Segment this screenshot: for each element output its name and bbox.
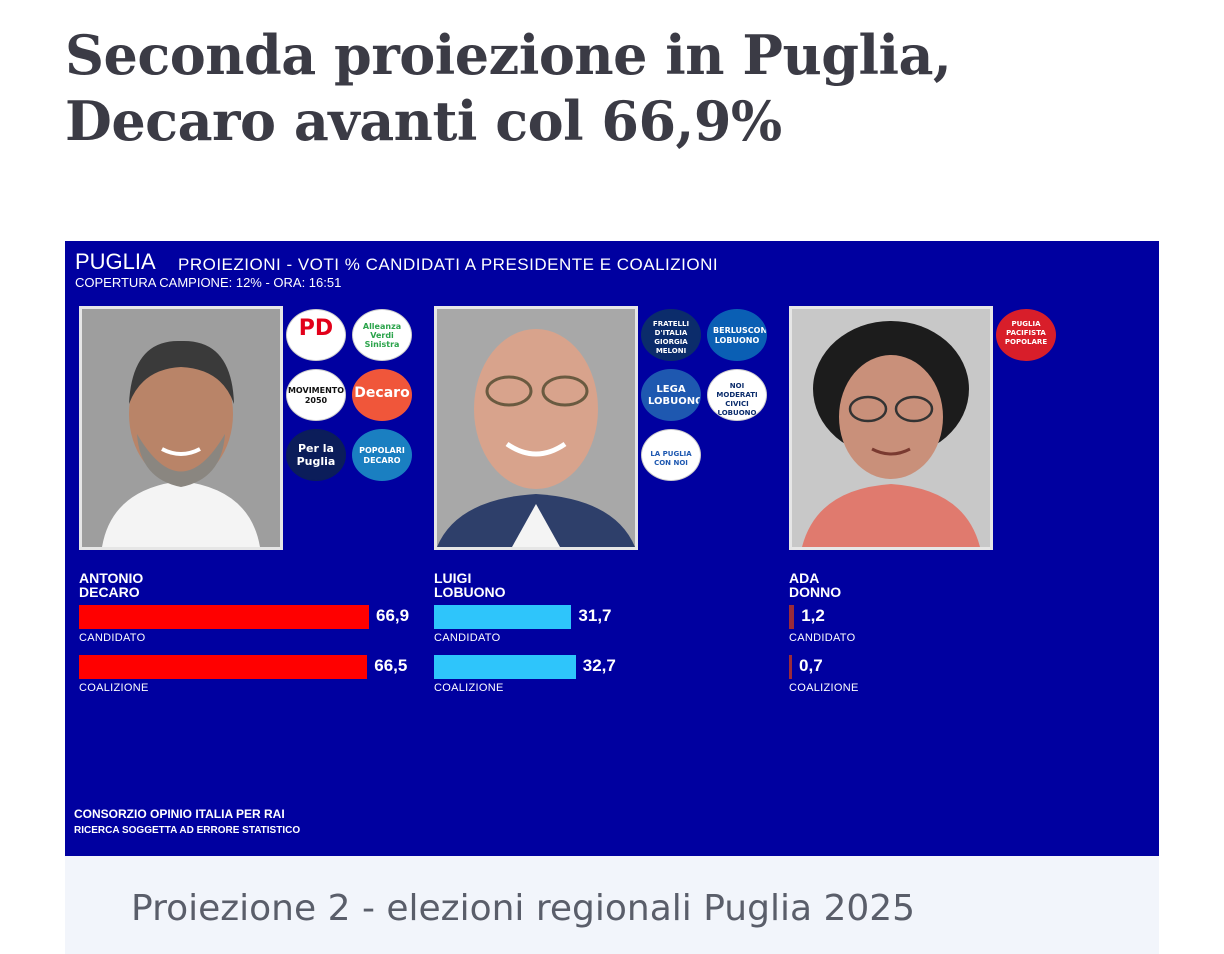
figure-caption: Proiezione 2 - elezioni regionali Puglia… [131, 888, 916, 929]
udc-logo: LA PUGLIA CON NOI [641, 429, 701, 481]
donno-candidato-label: CANDIDATO [789, 632, 856, 644]
per-la-puglia-logo: Per la Puglia [286, 429, 346, 481]
figure-caption-box: Proiezione 2 - elezioni regionali Puglia… [65, 856, 1159, 954]
donno-first-name: ADA [789, 570, 820, 586]
lobuono-candidato-value: 31,7 [578, 606, 612, 625]
lobuono-candidato-bar [434, 605, 572, 629]
m5s-logo: MOVIMENTO 2050 [286, 369, 346, 421]
decaro-candidato-bar [79, 605, 369, 629]
donno-last-name: DONNO [789, 584, 842, 600]
fi-logo: BERLUSCONI LOBUONO [707, 309, 767, 361]
lobuono-photo [434, 306, 638, 550]
decaro-first-name: ANTONIO [79, 570, 144, 586]
lobuono-coalizione-value: 32,7 [582, 656, 616, 675]
pd-logo: PD [286, 309, 346, 361]
donno-candidato-bar [789, 605, 795, 629]
donno-photo [789, 306, 993, 550]
popolari-logo: POPOLARI DECARO [352, 429, 412, 481]
decaro-name: ANTONIO DECARO [79, 571, 143, 599]
donno-candidato-value: 1,2 [801, 606, 825, 625]
article-headline: Seconda proiezione in Puglia, Decaro ava… [65, 23, 952, 153]
lobuono-candidato-label: CANDIDATO [434, 632, 501, 644]
decaro-list-logo: Decaro [352, 369, 412, 421]
donno-coalizione-label: COALIZIONE [789, 682, 859, 694]
coverage-info: COPERTURA CAMPIONE: 12% - ORA: 16:51 [75, 275, 342, 290]
source-line: CONSORZIO OPINIO ITALIA PER RAI [74, 807, 285, 821]
disclaimer-line: RICERCA SOGGETTA AD ERRORE STATISTICO [74, 825, 301, 836]
fdi-logo: FRATELLI D'ITALIA GIORGIA MELONI [641, 309, 701, 361]
decaro-candidato-label: CANDIDATO [79, 632, 146, 644]
decaro-coalizione-value: 66,5 [374, 656, 408, 675]
decaro-photo [79, 306, 283, 550]
pacifista-logo: PUGLIA PACIFISTA POPOLARE [996, 309, 1056, 361]
donno-coalizione-bar [789, 655, 793, 679]
lega-logo: LEGA LOBUONO [641, 369, 701, 421]
decaro-last-name: DECARO [79, 584, 140, 600]
lobuono-coalizione-label: COALIZIONE [434, 682, 504, 694]
donno-coalizione-value: 0,7 [799, 656, 823, 675]
projection-graphic: PUGLIA PROIEZIONI - VOTI % CANDIDATI A P… [65, 241, 1159, 856]
avs-logo: Alleanza Verdi Sinistra [352, 309, 412, 361]
decaro-candidato-value: 66,9 [376, 606, 410, 625]
noi-moderati-logo: NOI MODERATI CIVICI LOBUONO [707, 369, 767, 421]
donno-name: ADA DONNO [789, 571, 841, 599]
region-title: PUGLIA [75, 249, 156, 274]
lobuono-coalizione-bar [434, 655, 576, 679]
lobuono-name: LUIGI LOBUONO [434, 571, 506, 599]
lobuono-first-name: LUIGI [434, 570, 472, 586]
lobuono-last-name: LOBUONO [434, 584, 506, 600]
decaro-coalizione-bar [79, 655, 368, 679]
graphic-subtitle: PROIEZIONI - VOTI % CANDIDATI A PRESIDEN… [178, 255, 719, 274]
decaro-coalizione-label: COALIZIONE [79, 682, 149, 694]
